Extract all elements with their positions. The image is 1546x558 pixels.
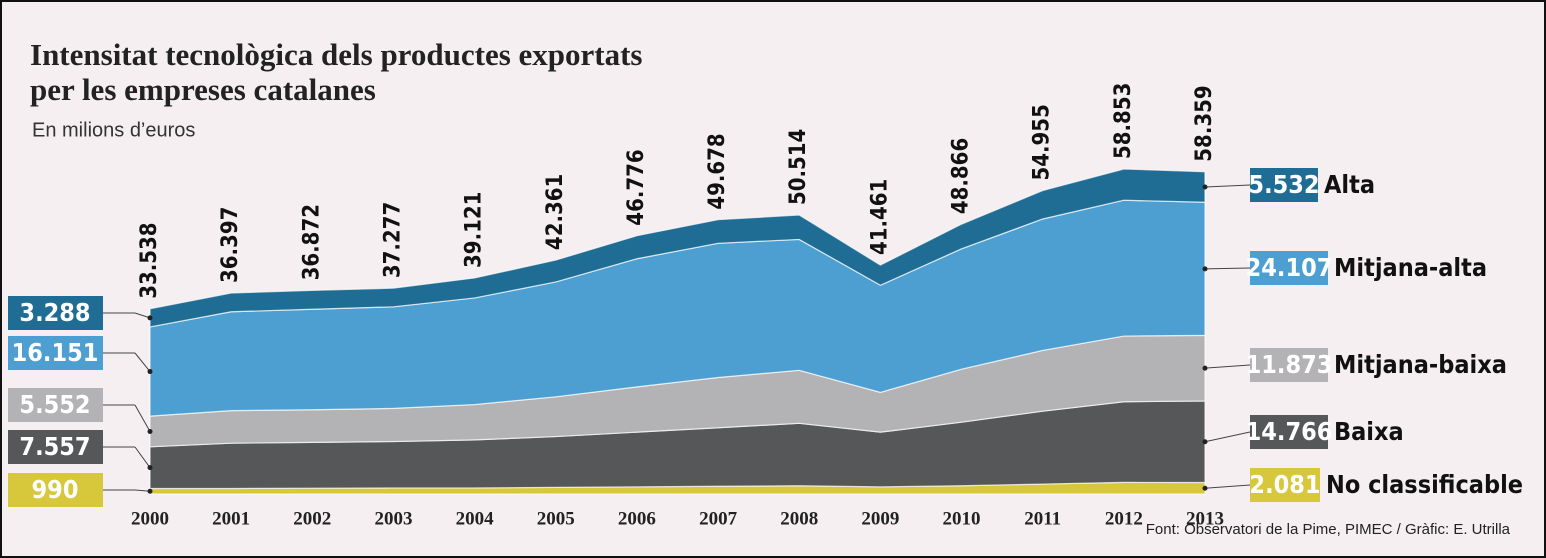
leader-dot [147, 315, 153, 321]
x-tick-label: 2000 [131, 508, 169, 529]
value-box [8, 296, 103, 330]
area [149, 168, 1206, 328]
total-label: 54.955 [1030, 104, 1055, 180]
value-box [8, 336, 103, 370]
leader-dot [147, 369, 153, 375]
x-tick-label: 2007 [699, 508, 738, 529]
end-value-label: 2.081 [1249, 470, 1320, 499]
leader-line [1204, 431, 1251, 443]
leader-dot [147, 465, 153, 471]
start-value-label: 990 [32, 475, 79, 504]
start-value-label: 3.288 [19, 298, 90, 327]
x-tick-label: 2011 [1024, 508, 1061, 529]
total-label: 58.853 [1111, 83, 1136, 159]
leader-line [134, 352, 151, 372]
total-label: 42.361 [543, 174, 568, 250]
leader-dot [1202, 439, 1208, 445]
leader-line [1204, 184, 1251, 188]
total-label: 39.121 [462, 192, 487, 268]
value-box [8, 473, 103, 507]
total-label: 58.359 [1192, 85, 1217, 161]
subtitle: En milions d’euros [32, 119, 195, 141]
leader-line [134, 446, 151, 468]
start-value-label: 16.151 [12, 338, 99, 367]
source: Font: Observatori de la Pime, PIMEC / Gr… [1146, 521, 1511, 538]
leader-dot [1202, 266, 1208, 272]
x-tick-label: 2013 [1186, 508, 1224, 529]
legend-label: No classificable [1326, 470, 1523, 499]
end-value-label: 5.532 [1248, 170, 1319, 199]
x-tick-label: 2008 [780, 508, 818, 529]
value-box [8, 430, 103, 464]
value-box [1250, 348, 1328, 382]
start-value-label: 5.552 [19, 390, 90, 419]
x-tick-label: 2002 [293, 508, 331, 529]
x-tick-label: 2001 [212, 508, 250, 529]
leader-dot [147, 488, 153, 494]
value-box [1250, 468, 1320, 502]
value-box [1250, 168, 1318, 202]
total-label: 41.461 [867, 179, 892, 255]
leader-line [134, 489, 151, 492]
leader-line [1204, 484, 1251, 489]
total-label: 48.866 [949, 138, 974, 214]
leader-dot [1202, 365, 1208, 371]
legend-label: Mitjana-alta [1334, 253, 1487, 282]
leader-dot [1202, 485, 1208, 491]
total-label: 33.538 [137, 222, 162, 298]
end-value-label: 11.873 [1246, 350, 1333, 379]
legend-label: Baixa [1334, 417, 1404, 446]
legend-label: Mitjana-baixa [1334, 350, 1507, 379]
x-tick-label: 2009 [861, 508, 899, 529]
total-label: 36.872 [299, 204, 324, 280]
x-tick-label: 2004 [456, 508, 495, 529]
leader-line [1204, 267, 1251, 270]
leader-dot [1202, 184, 1208, 190]
end-value-label: 24.107 [1246, 253, 1333, 282]
leader-line [134, 404, 151, 432]
total-label: 37.277 [380, 202, 405, 278]
value-box [1250, 251, 1328, 285]
legend-label: Alta [1324, 170, 1375, 199]
x-tick-label: 2012 [1105, 508, 1143, 529]
chart-title-line2: per les empreses catalanes [30, 72, 376, 107]
leader-line [1204, 364, 1251, 369]
total-label: 49.678 [705, 133, 730, 209]
value-box [8, 388, 103, 422]
value-box [1250, 415, 1328, 449]
leader-dot [147, 428, 153, 434]
x-tick-label: 2006 [618, 508, 656, 529]
total-label: 50.514 [786, 129, 811, 205]
leader-line [134, 312, 151, 319]
end-value-label: 14.766 [1246, 417, 1333, 446]
x-tick-label: 2003 [374, 508, 412, 529]
start-value-label: 7.557 [19, 432, 90, 461]
chart-title: Intensitat tecnològica dels productes ex… [30, 37, 643, 72]
x-tick-label: 2005 [537, 508, 575, 529]
total-label: 46.776 [624, 149, 649, 225]
x-tick-label: 2010 [943, 508, 981, 529]
total-label: 36.397 [218, 207, 243, 283]
